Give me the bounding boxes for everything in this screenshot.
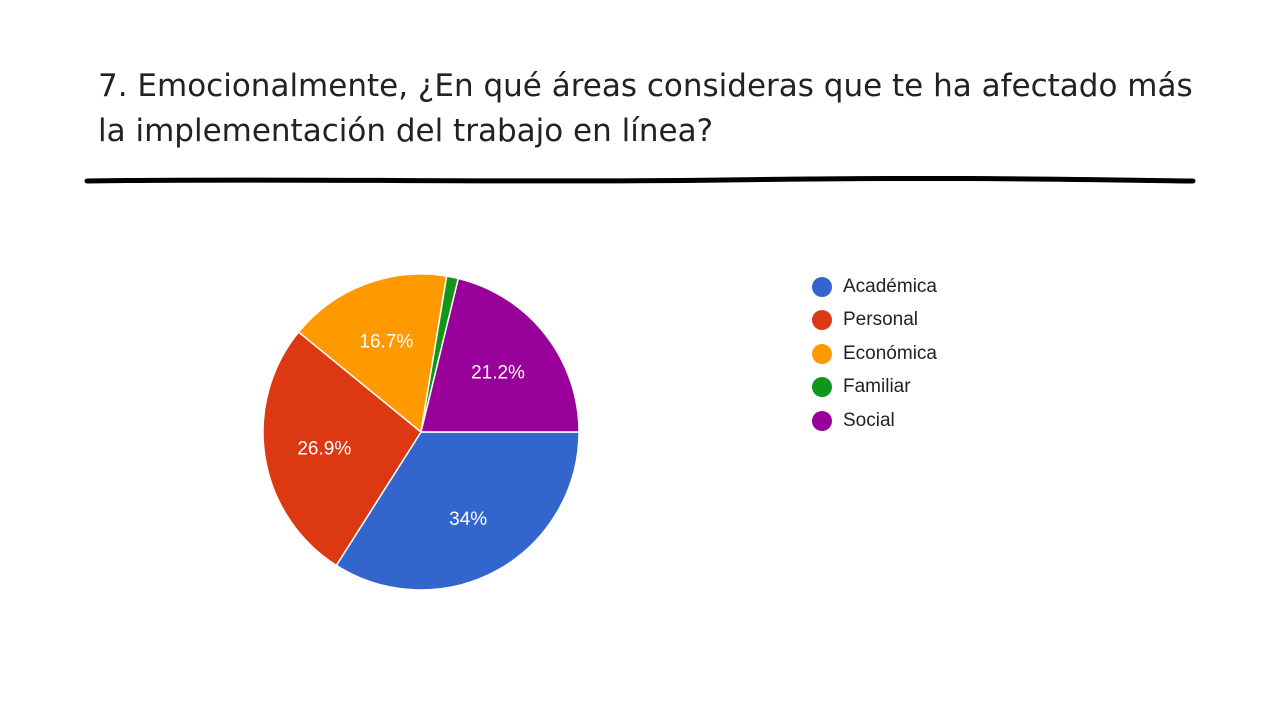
- pie-slice-academica: [335, 431, 580, 591]
- pie-slice-economica: [297, 273, 448, 434]
- legend-swatch: [812, 343, 832, 364]
- legend-label: Social: [843, 409, 895, 431]
- legend-label: Familiar: [843, 376, 911, 398]
- legend-swatch: [812, 310, 832, 331]
- legend-item: Académica: [812, 270, 937, 304]
- pie-slice-personal: [262, 330, 422, 567]
- pie-labels: 34% 26.9% 16.7% 21.2%: [297, 331, 525, 529]
- title-underline: [84, 175, 1196, 184]
- slice-label: 34%: [449, 509, 487, 530]
- slice-label: 26.9%: [297, 439, 351, 460]
- legend-item: Social: [812, 404, 937, 438]
- legend-item: Económica: [812, 337, 937, 371]
- pie-slice-social: [420, 277, 580, 433]
- legend-swatch: [812, 410, 832, 431]
- legend-item: Familiar: [812, 371, 937, 405]
- legend-swatch: [812, 276, 832, 297]
- legend-label: Personal: [843, 309, 918, 331]
- pie-slices: [262, 273, 580, 591]
- chart-legend: Académica Personal Económica Familiar Social: [812, 270, 937, 438]
- legend-swatch: [812, 377, 832, 398]
- legend-item: Personal: [812, 304, 937, 338]
- legend-label: Económica: [843, 342, 937, 364]
- slice-label: 16.7%: [359, 331, 413, 352]
- slide-title: 7. Emocionalmente, ¿En qué áreas conside…: [98, 68, 1193, 149]
- pie-chart: 34% 26.9% 16.7% 21.2%: [262, 273, 580, 591]
- slice-label: 21.2%: [471, 362, 525, 383]
- legend-label: Académica: [843, 275, 937, 297]
